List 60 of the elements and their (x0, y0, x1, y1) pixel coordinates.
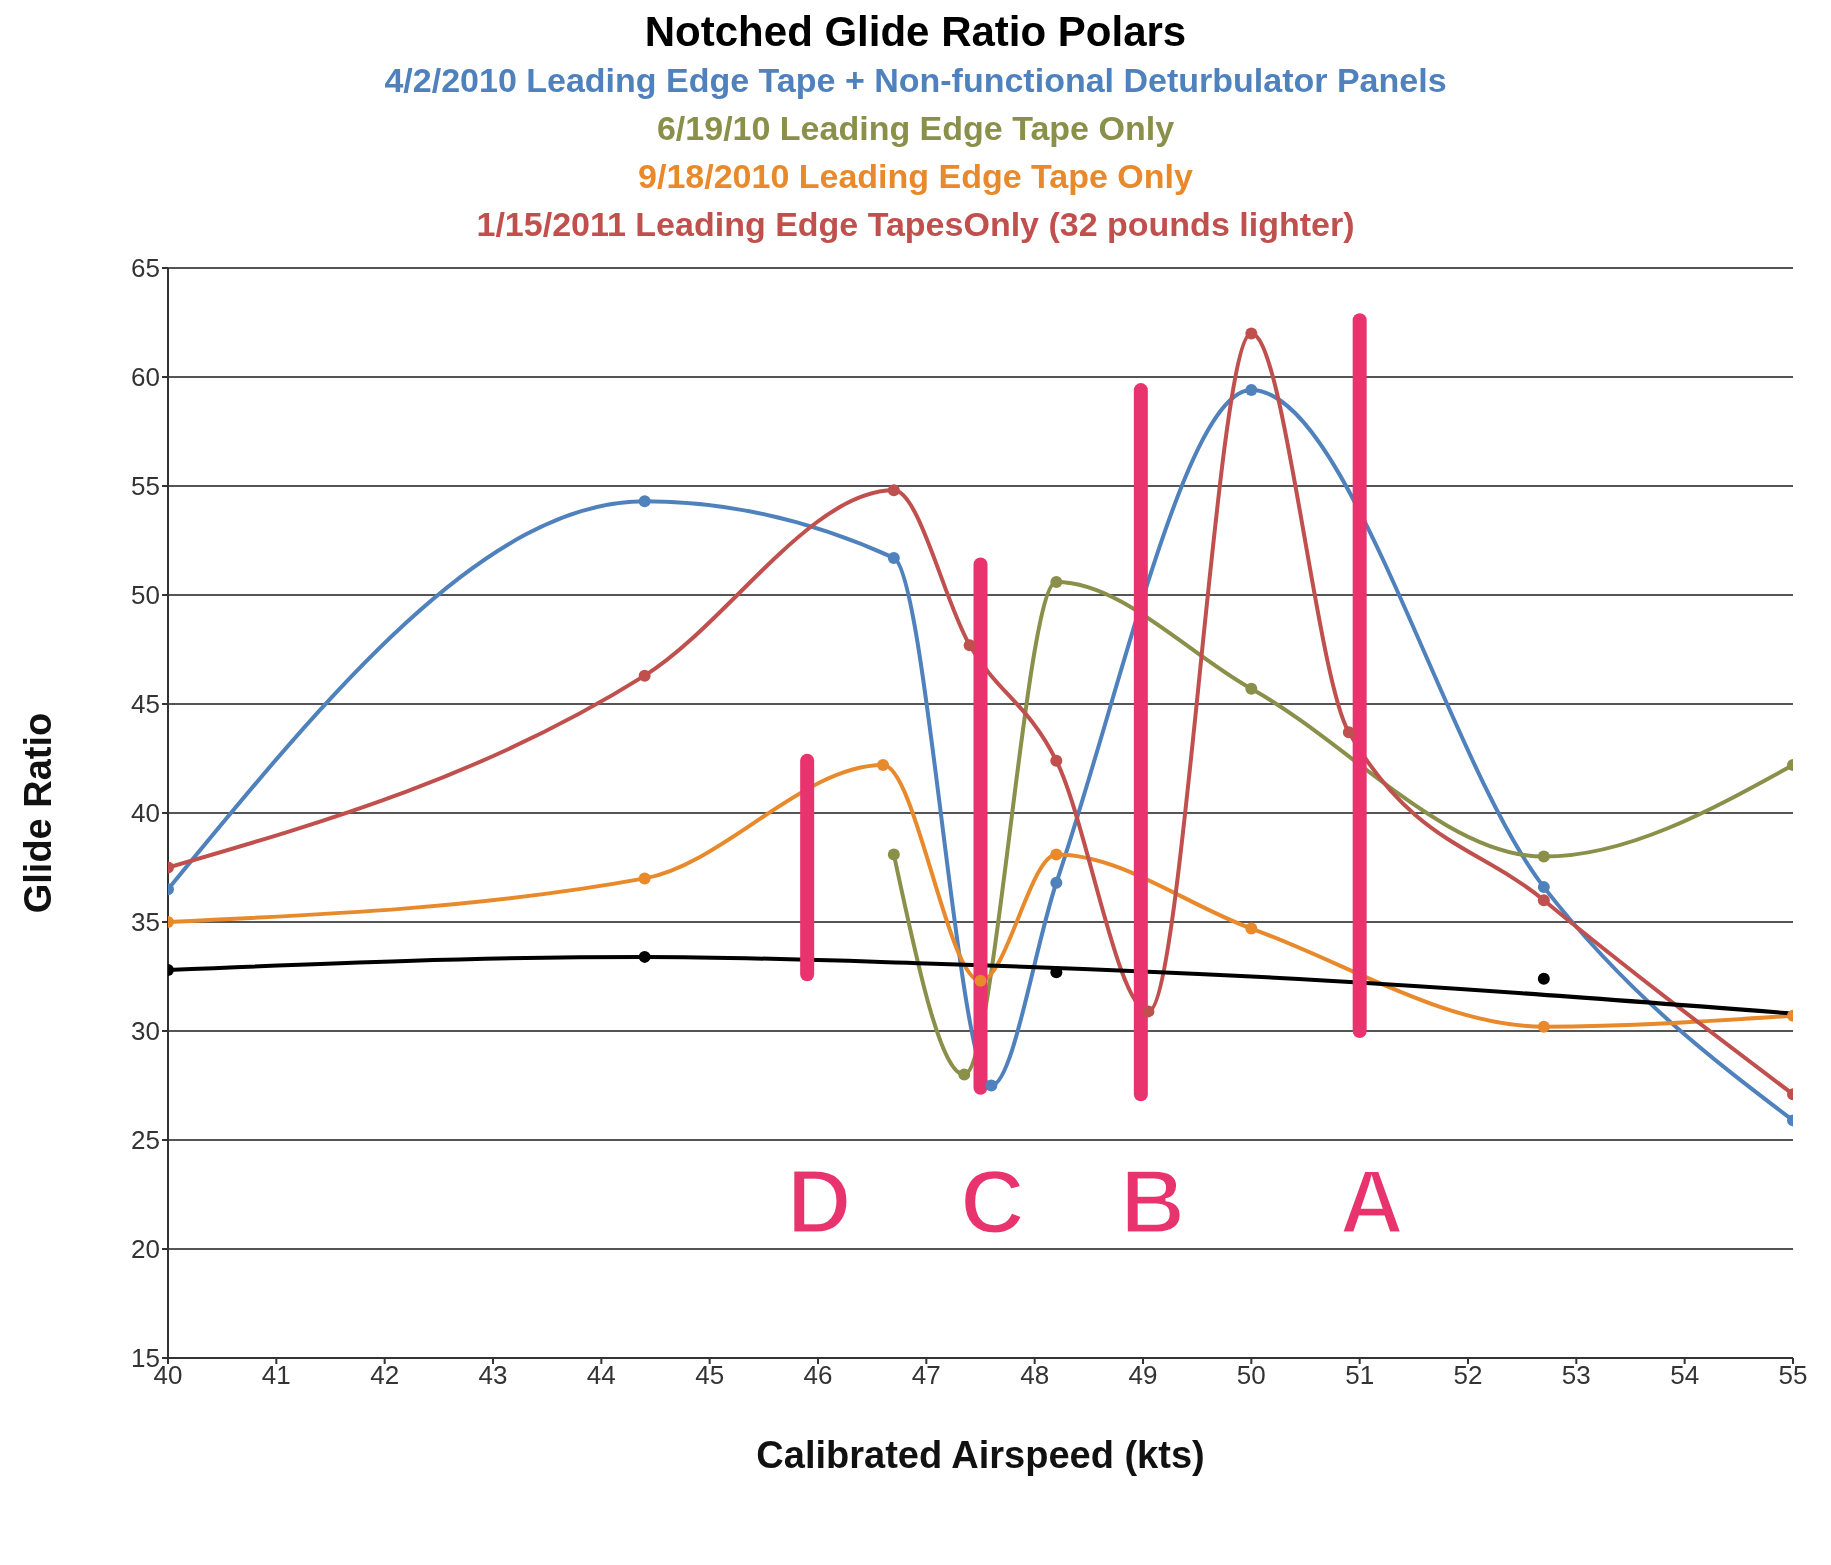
x-axis-title: Calibrated Airspeed (kts) (756, 1434, 1205, 1476)
point (1245, 327, 1258, 340)
point (1245, 922, 1258, 935)
point (1050, 848, 1063, 861)
point (638, 495, 651, 508)
point (974, 974, 987, 987)
point (887, 551, 900, 564)
point (1537, 881, 1550, 894)
point (1050, 876, 1063, 889)
x-tick-label: 55 (1778, 1360, 1808, 1391)
x-tick-label: 51 (1345, 1360, 1375, 1391)
point (1537, 894, 1550, 907)
x-tick-label: 48 (1020, 1360, 1050, 1391)
y-tick-label: 35 (131, 907, 160, 938)
x-tick-label: 41 (261, 1360, 291, 1391)
point (1245, 682, 1258, 695)
x-tick-label: 49 (1128, 1360, 1158, 1391)
y-axis-title: Glide Ratio (17, 712, 60, 914)
point (1050, 754, 1063, 767)
y-tick-label: 40 (131, 798, 160, 829)
y-tick-label: 30 (131, 1016, 160, 1047)
point (887, 484, 900, 497)
point (1537, 850, 1550, 863)
chart-title: Notched Glide Ratio Polars (643, 8, 1188, 56)
x-tick-label: 52 (1453, 1360, 1483, 1391)
text: 6/19/10 Leading Edge Tape Only (655, 108, 1176, 149)
point (963, 639, 976, 652)
x-tick-label: 47 (911, 1360, 941, 1391)
point (638, 669, 651, 682)
text: 9/18/2010 Leading Edge Tape Only (637, 156, 1194, 197)
x-tick-label: 53 (1561, 1360, 1591, 1391)
y-tick-label: 25 (131, 1125, 160, 1156)
point (1142, 1005, 1155, 1018)
y-tick-label: 45 (131, 689, 160, 720)
y-tick-label: 20 (131, 1234, 160, 1265)
point (887, 848, 900, 861)
text: 1/15/2011 Leading Edge TapesOnly (32 pounds lighter) (475, 204, 1356, 245)
x-tick-label: 46 (803, 1360, 833, 1391)
x-tick-label: 43 (478, 1360, 508, 1391)
point (1050, 966, 1063, 979)
x-tick-label: 54 (1670, 1360, 1700, 1391)
point (1537, 972, 1550, 985)
point (1050, 575, 1063, 588)
point (638, 872, 651, 885)
point (958, 1068, 971, 1081)
y-tick-label: 65 (131, 253, 160, 284)
point (877, 759, 889, 772)
x-tick-label: 45 (695, 1360, 725, 1391)
x-tick-label: 50 (1236, 1360, 1266, 1391)
point (1342, 726, 1355, 739)
y-tick-label: 60 (131, 362, 160, 393)
y-tick-label: 55 (131, 471, 160, 502)
point (1537, 1020, 1550, 1033)
x-tick-label: 42 (370, 1360, 400, 1391)
point (638, 950, 651, 963)
text: 4/2/2010 Leading Edge Tape + Non-functional Deturbulator Panels (383, 60, 1448, 101)
x-tick-label: 44 (586, 1360, 616, 1391)
point (1245, 384, 1258, 397)
point (985, 1079, 998, 1092)
y-tick-label: 50 (131, 580, 160, 611)
